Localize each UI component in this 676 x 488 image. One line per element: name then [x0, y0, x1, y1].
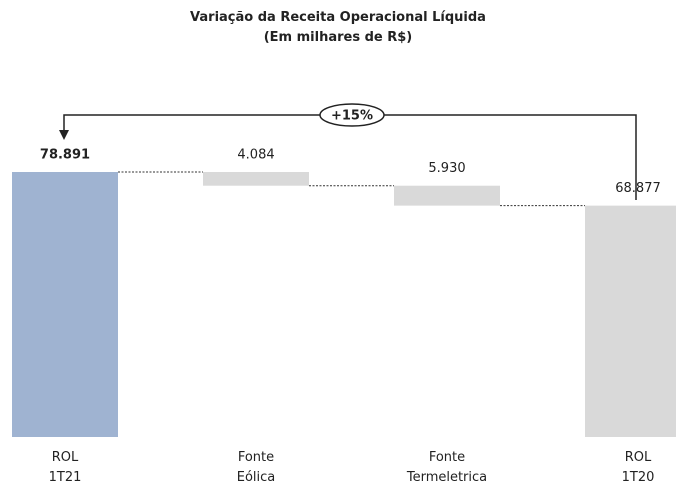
bar — [203, 172, 309, 186]
bar — [12, 172, 118, 437]
value-label: 78.891 — [40, 148, 90, 163]
bar — [394, 185, 500, 206]
value-label: 68.877 — [615, 181, 661, 196]
annotation: +15% — [331, 109, 373, 124]
value-label: 5.930 — [428, 161, 465, 176]
annotation-bubble — [319, 103, 385, 127]
chart-title: Variação da Receita Operacional Líquida — [190, 10, 486, 25]
chart-subtitle: (Em milhares de R$) — [263, 30, 413, 45]
arrow-head — [59, 130, 69, 140]
comparison-arrow — [63, 114, 637, 200]
category-label: Fonte Eólica — [236, 450, 276, 485]
bar — [585, 205, 676, 437]
category-label: ROL 1T20 — [621, 450, 655, 485]
value-label: 4.084 — [237, 148, 274, 163]
category-label: Fonte Termeletrica — [406, 450, 488, 485]
category-label: ROL 1T21 — [48, 450, 82, 485]
